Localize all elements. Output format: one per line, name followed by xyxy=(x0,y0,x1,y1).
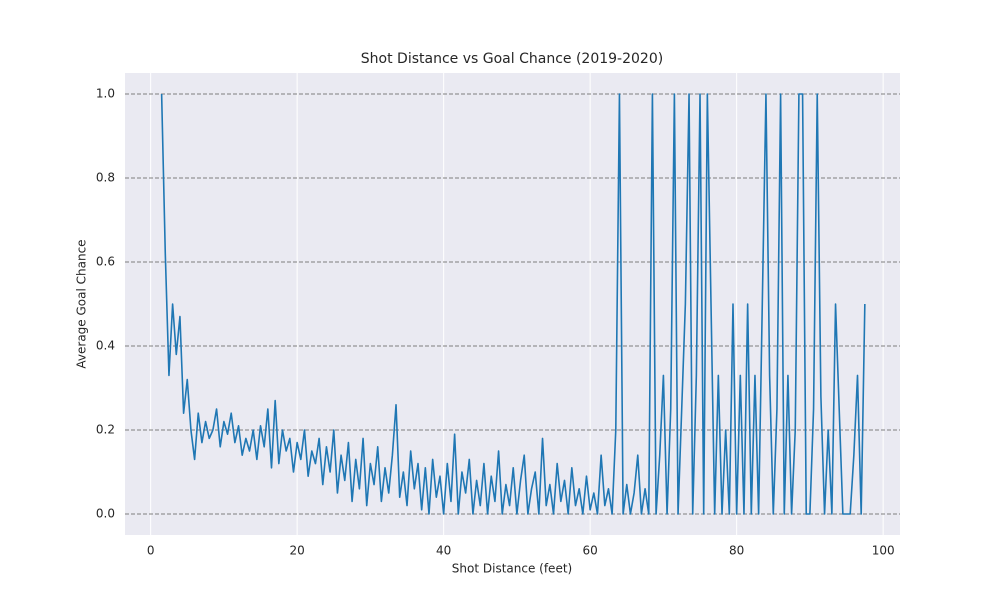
x-tick-label: 100 xyxy=(872,544,895,558)
marks xyxy=(160,93,866,515)
y-tick-label: 0.8 xyxy=(96,171,115,185)
x-tick-label: 60 xyxy=(583,544,598,558)
x-axis-label: Shot Distance (feet) xyxy=(452,562,572,576)
y-tick-label: 0.4 xyxy=(96,339,115,353)
y-tick-label: 0.0 xyxy=(96,507,115,521)
y-tick-label: 1.0 xyxy=(96,87,115,101)
plot-area xyxy=(125,73,900,535)
x-tick-label: 0 xyxy=(147,544,155,558)
x-tick-label: 20 xyxy=(290,544,305,558)
y-tick-label: 0.2 xyxy=(96,423,115,437)
x-tick-label: 40 xyxy=(436,544,451,558)
grid xyxy=(125,73,900,535)
y-tick-label: 0.6 xyxy=(96,255,115,269)
y-axis-label: Average Goal Chance xyxy=(75,239,89,368)
line xyxy=(160,93,866,515)
chart-title: Shot Distance vs Goal Chance (2019-2020) xyxy=(361,51,663,67)
x-tick-label: 80 xyxy=(729,544,744,558)
